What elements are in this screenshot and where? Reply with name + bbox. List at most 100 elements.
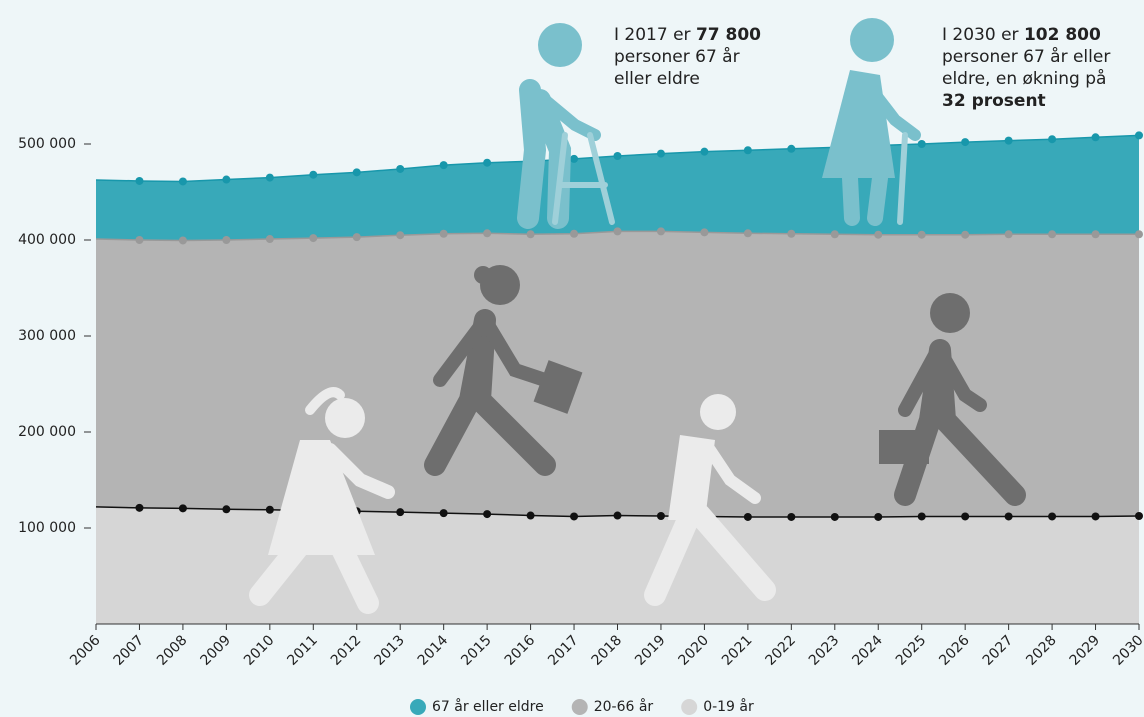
point [396,508,404,516]
x-tick-label: 2024 [849,632,886,669]
point [1048,135,1056,143]
annotation-text: personer 67 år eller [942,46,1110,67]
point [787,513,795,521]
point [527,512,535,520]
x-tick-label: 2007 [111,632,148,669]
legend-swatch [572,699,588,715]
point [918,512,926,520]
point [396,165,404,173]
point [353,233,361,241]
point [1048,512,1056,520]
annotation-text: I 2017 er [614,25,696,45]
point [135,504,143,512]
point [266,506,274,514]
point [222,176,230,184]
point [1092,512,1100,520]
x-tick-label: 2022 [762,632,799,669]
point [527,230,535,238]
x-tick-label: 2008 [154,632,191,669]
annotation: I 2030 er 102 800 personer 67 år eller e… [942,25,1116,111]
point [1135,230,1143,238]
annotation-text: 102 800 [1024,25,1101,45]
annotation-text: eller eldre [614,69,700,89]
legend-label: 0-19 år [703,698,754,715]
point [179,236,187,244]
x-tick-label: 2009 [198,632,235,669]
x-tick-label: 2020 [676,632,713,669]
annotation: I 2017 er 77 800 personer 67 år eller el… [614,25,766,89]
x-tick-label: 2015 [458,632,495,669]
x-tick-label: 2029 [1067,632,1104,669]
areas [96,131,1143,624]
x-tick-label: 2023 [806,632,843,669]
point [1005,230,1013,238]
annotation-text: 77 800 [696,25,761,45]
point [961,231,969,239]
point [570,512,578,520]
legend-label: 20-66 år [594,698,654,715]
y-tick-label: 200 000 [18,424,76,440]
point [483,510,491,518]
x-tick-label: 2027 [980,632,1017,669]
point [222,505,230,513]
x-tick-label: 2014 [415,632,452,669]
x-tick-label: 2013 [371,632,408,669]
point [657,227,665,235]
point [266,235,274,243]
point [179,504,187,512]
point [440,509,448,517]
point [918,140,926,148]
point [700,228,708,236]
x-tick-label: 2012 [328,632,365,669]
point [831,513,839,521]
x-tick-label: 2019 [632,632,669,669]
legend-swatch [681,699,697,715]
point [700,148,708,156]
point [1092,133,1100,141]
point [614,227,622,235]
point [570,230,578,238]
x-tick-label: 2026 [936,632,973,669]
point [1005,137,1013,145]
point [874,513,882,521]
point [483,159,491,167]
point [657,512,665,520]
point [614,512,622,520]
annotation-text: eldre, en økning på [942,68,1106,89]
point [1135,131,1143,139]
y-tick-label: 500 000 [18,136,76,152]
point [266,174,274,182]
point [744,146,752,154]
point [440,230,448,238]
point [787,145,795,153]
point [1135,512,1143,520]
x-tick-label: 2006 [67,632,104,669]
point [353,168,361,176]
annotation-text: personer 67 år [614,46,740,67]
x-tick-label: 2025 [893,632,930,669]
y-tick-label: 300 000 [18,328,76,344]
area [96,135,1139,240]
x-tick-label: 2030 [1110,632,1144,669]
point [614,152,622,160]
y-tick-label: 100 000 [18,520,76,536]
point [961,512,969,520]
point [787,230,795,238]
chart: 100 000200 000300 000400 000500 00020062… [0,0,1144,717]
point [831,230,839,238]
point [744,229,752,237]
point [135,177,143,185]
x-tick-label: 2028 [1023,632,1060,669]
point [222,236,230,244]
legend: 67 år eller eldre 20-66 år 0-19 år [410,698,754,715]
x-tick-label: 2018 [589,632,626,669]
area [96,507,1139,624]
point [179,177,187,185]
legend-label: 67 år eller eldre [432,698,544,715]
point [918,231,926,239]
point [1048,230,1056,238]
point [440,161,448,169]
annotation-text: 32 prosent [942,91,1046,111]
point [1092,230,1100,238]
legend-swatch [410,699,426,715]
